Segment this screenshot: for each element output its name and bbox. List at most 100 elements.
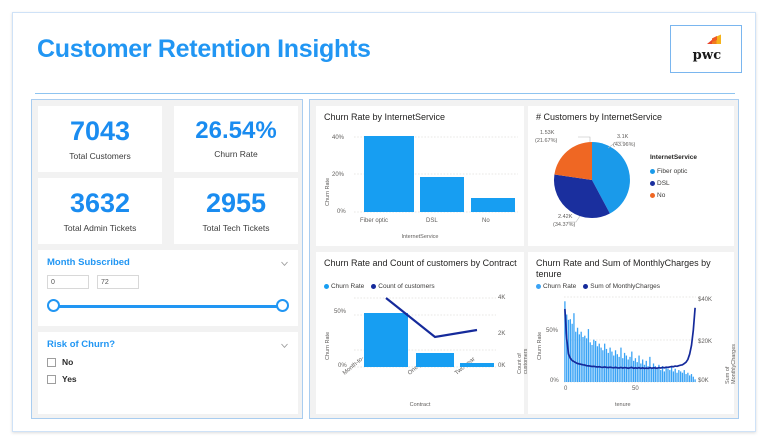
pie-label-no-value: 1.53K [540,130,555,136]
x-tick: 0 [564,386,568,392]
kpi-label: Total Admin Tickets [63,222,137,233]
x-tick: No [482,218,490,224]
pie-legend[interactable]: Fiber optic DSL No [650,168,687,199]
legend-item-sum-monthlycharges[interactable]: Sum of MonthlyCharges [583,283,660,290]
y-axis-title: Churn Rate [325,331,331,360]
pie-label-dsl-percent: (34.37%) [553,222,576,228]
kpi-card-total-customers[interactable]: 7043 Total Customers [38,106,162,172]
kpi-value: 3632 [69,187,131,218]
y-axis-title: Churn Rate [537,331,543,360]
slicer-month-subscribed[interactable]: Month Subscribed 0 72 [38,250,298,326]
pwc-logo-icon [707,34,721,44]
legend-label: Sum of MonthlyCharges [590,283,660,290]
y-tick: 0% [338,363,347,369]
pie-legend-title: InternetService [650,154,697,161]
y2-tick: 2K [498,331,506,337]
kpi-label: Total Tech Tickets [202,222,270,233]
left-panel: 7043 Total Customers 26.54% Churn Rate 3… [31,99,303,419]
y2-tick: $0K [698,378,709,384]
range-slider[interactable] [47,299,289,313]
x-tick: Fiber optic [360,218,389,224]
chart-title: Churn Rate and Sum of MonthlyCharges by … [536,258,711,279]
chevron-down-icon[interactable] [280,259,289,268]
y-tick: 0% [337,209,346,215]
y-tick: 50% [546,328,559,334]
slicer-option-no[interactable]: No [47,357,289,367]
y2-tick: 0K [498,363,506,369]
legend-dot-icon [371,284,377,289]
range-inputs: 0 72 [47,275,289,289]
page-title: Customer Retention Insights [37,35,371,63]
legend-item-no[interactable]: No [650,192,687,199]
range-max-input[interactable]: 72 [97,275,139,289]
slider-handle-min[interactable] [47,299,60,312]
x-axis-title: tenure [614,402,631,408]
kpi-label: Churn Rate [214,149,258,159]
kpi-card-total-tech-tickets[interactable]: 2955 Total Tech Tickets [174,178,298,244]
checkbox-yes[interactable] [47,374,56,384]
slider-track[interactable] [53,305,283,308]
slicer-option-label: Yes [62,374,77,384]
kpi-card-total-admin-tickets[interactable]: 3632 Total Admin Tickets [38,178,162,244]
chart-churn-rate-by-internetservice[interactable]: Churn Rate by InternetService Churn Rate… [316,106,524,246]
checkbox-no[interactable] [47,357,56,367]
chart-churn-rate-and-monthlycharges-by-tenure[interactable]: Churn Rate and Sum of MonthlyCharges by … [528,252,737,414]
legend-label: DSL [657,180,670,187]
pie-label-no-percent: (21.67%) [535,138,558,144]
legend-label: Fiber optic [657,168,688,175]
legend-item-dsl[interactable]: DSL [650,180,687,187]
chart-customers-by-internetservice[interactable]: # Customers by InternetService 1.53K (21… [528,106,734,246]
chart-title: Churn Rate by InternetService [324,112,446,122]
y2-tick: 4K [498,295,506,301]
kpi-label: Total Customers [69,150,131,161]
legend-dot-icon [650,181,655,186]
legend-dot-icon [583,284,589,289]
slicer-option-yes[interactable]: Yes [47,374,289,384]
bar-chart-plot [354,136,518,213]
y-tick: 40% [332,135,345,141]
slicer-risk-of-churn[interactable]: Risk of Churn? No Yes [38,332,298,414]
y2-tick: $20K [698,339,713,345]
chart-title: # Customers by InternetService [536,112,663,122]
x-axis-title: Contract [409,402,431,408]
y-axis-title: Churn Rate [325,177,331,206]
slicer-title: Month Subscribed [47,257,130,268]
legend-item-churn-rate[interactable]: Churn Rate [536,283,576,290]
chevron-down-icon[interactable] [280,341,289,350]
kpi-value: 26.54% [195,117,277,144]
slider-handle-max[interactable] [276,299,289,312]
y-tick: 20% [332,172,345,178]
y2-tick: $40K [698,297,713,303]
x-tick: 50 [632,386,639,392]
legend-label: Churn Rate [331,283,365,290]
slicer-option-label: No [62,357,74,367]
legend-dot-icon [650,193,655,198]
y2-axis-title: Sum of MonthlyCharges [725,343,737,384]
pie-label-fiber-percent: (43.96%) [613,142,636,148]
pwc-logo: pwc [670,25,742,73]
chart-churn-rate-and-count-by-contract[interactable]: Churn Rate and Count of customers by Con… [316,252,529,414]
pie-label-dsl-value: 2.42K [558,214,573,220]
slicer-title: Risk of Churn? [47,339,116,350]
legend-item-churn-rate[interactable]: Churn Rate [324,283,364,290]
legend-label: Churn Rate [543,283,577,290]
tenure-chart-plot [564,296,696,383]
report-canvas: 7043 Total Customers 26.54% Churn Rate 3… [31,99,739,419]
dashboard-header: Customer Retention Insights pwc [13,13,757,94]
pie-label-fiber-value: 3.1K [617,134,629,140]
x-axis-title: InternetService [401,234,439,240]
header-divider [35,93,735,94]
dashboard-page: Customer Retention Insights pwc 7043 Tot… [12,12,756,432]
combo-legend[interactable]: Churn Rate Count of customers [324,283,435,290]
legend-item-fiber-optic[interactable]: Fiber optic [650,168,687,175]
tenure-legend[interactable]: Churn Rate Sum of MonthlyCharges [536,283,660,290]
legend-dot-icon [324,284,329,289]
legend-item-count-of-customers[interactable]: Count of customers [371,283,435,290]
legend-label: No [657,192,666,199]
range-min-input[interactable]: 0 [47,275,89,289]
legend-dot-icon [650,169,655,174]
kpi-value: 2955 [205,187,267,218]
pie-chart-plot [554,136,630,223]
x-tick: DSL [426,218,438,224]
kpi-card-churn-rate[interactable]: 26.54% Churn Rate [174,106,298,172]
